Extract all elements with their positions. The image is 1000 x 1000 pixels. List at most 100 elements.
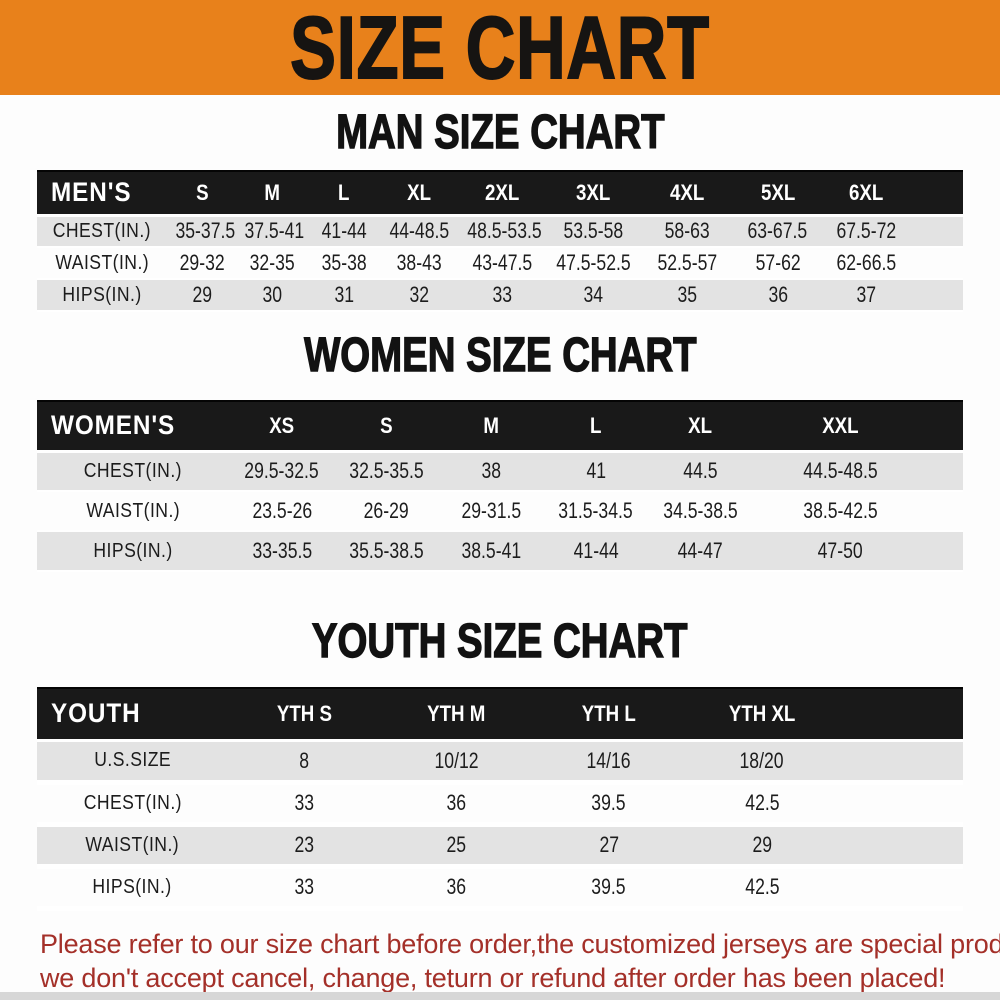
- measurement-value: 33-35.5: [252, 538, 312, 563]
- measurement-cell: 29.5-32.5: [229, 451, 335, 492]
- measurement-value: 38.5-42.5: [803, 498, 878, 523]
- measurement-cell: 18/20: [685, 740, 839, 785]
- row-label-text: WAIST(IN.): [86, 499, 181, 522]
- size-column-header-text: L: [590, 412, 602, 438]
- size-table-head: WOMEN'S XS S M L XL XXL: [37, 400, 963, 453]
- row-trailing-spacer: [838, 782, 963, 827]
- measurement-value: 32.5-35.5: [349, 458, 424, 484]
- measurement-cell: 38-43: [380, 247, 459, 280]
- table-corner-label: WOMEN'S: [37, 400, 230, 453]
- measurement-cell: 25: [380, 824, 533, 869]
- size-table: WOMEN'S XS S M L XL XXL CHEST(IN.) 29.5-32.5 32.5…: [37, 400, 963, 572]
- table-corner-label-text: WOMEN'S: [51, 410, 176, 441]
- measurement-cell: 37: [822, 279, 911, 312]
- size-table-head: MEN'S S M L XL 2XL 3XL 4XL 5XL 6XL: [37, 170, 963, 217]
- measurement-cell: 29-31.5: [438, 491, 544, 532]
- row-label: HIPS(IN.): [37, 531, 230, 572]
- measurement-cell: 30: [237, 279, 308, 312]
- measurement-cell: 29-32: [167, 247, 237, 280]
- row-trailing-spacer: [838, 824, 963, 869]
- footnote-line-2: we don't accept cancel, change, teturn o…: [40, 962, 946, 993]
- measurement-row: WAIST(IN.) 29-32 32-35 35-38 38-43 43-47.5 47.…: [37, 247, 963, 280]
- measurement-value: 34: [583, 282, 603, 307]
- measurement-value: 36: [767, 282, 788, 307]
- size-table-header-row: MEN'S S M L XL 2XL 3XL 4XL 5XL 6XL: [37, 170, 963, 217]
- measurement-value: 43-47.5: [471, 250, 532, 275]
- measurement-cell: 36: [733, 279, 823, 312]
- size-column-header-text: XS: [269, 412, 295, 438]
- measurement-cell: 36: [380, 866, 533, 911]
- size-chart-section-2: WOMEN SIZE CHART WOMEN'S XS S M L XL XXL CHEST(I…: [0, 331, 1000, 572]
- size-table-header-row: WOMEN'S XS S M L XL XXL: [37, 400, 963, 453]
- size-column-header-text: 2XL: [484, 179, 519, 205]
- size-column-header: XS: [229, 400, 335, 453]
- measurement-value: 34.5-38.5: [663, 498, 738, 523]
- row-trailing-spacer: [910, 279, 963, 312]
- measurement-cell: 35.5-38.5: [334, 531, 439, 572]
- measurement-value: 33: [294, 874, 314, 899]
- section-heading: MAN SIZE CHART: [0, 108, 1000, 157]
- measurement-value: 44.5: [683, 458, 718, 484]
- size-column-header: L: [307, 170, 381, 217]
- size-column-header-text: XL: [688, 412, 713, 438]
- measurement-cell: 47-50: [752, 531, 928, 572]
- size-chart-section-3: YOUTH SIZE CHART YOUTH YTH S YTH M YTH L YTH …: [0, 615, 1000, 911]
- measurement-cell: 52.5-57: [640, 247, 734, 280]
- table-corner-label: MEN'S: [37, 170, 168, 217]
- measurement-cell: 33-35.5: [229, 531, 335, 572]
- table-corner-label-text: YOUTH: [51, 698, 141, 729]
- section-heading: WOMEN SIZE CHART: [0, 331, 1000, 380]
- table-corner-label: YOUTH: [37, 687, 228, 742]
- measurement-cell: 57-62: [733, 247, 823, 280]
- size-column-header: M: [438, 400, 544, 453]
- row-trailing-spacer: [838, 866, 963, 911]
- measurement-value: 35: [677, 282, 697, 307]
- measurement-value: 38-43: [396, 250, 442, 275]
- measurement-value: 52.5-57: [657, 250, 717, 275]
- table-corner-label-text: MEN'S: [51, 177, 132, 208]
- size-column-header: XXL: [752, 400, 928, 453]
- row-trailing-spacer: [927, 531, 963, 572]
- measurement-value: 27: [598, 832, 619, 857]
- measurement-value: 47-50: [817, 538, 863, 563]
- row-label: CHEST(IN.): [37, 451, 230, 492]
- row-trailing-spacer: [927, 451, 963, 492]
- measurement-value: 58-63: [664, 218, 710, 244]
- measurement-value: 29-32: [179, 250, 225, 275]
- size-sections: MAN SIZE CHART MEN'S S M L XL 2XL 3XL 4XL 5XL 6XL C…: [0, 108, 1000, 911]
- measurement-cell: 33: [458, 279, 546, 312]
- measurement-cell: 42.5: [685, 782, 839, 827]
- measurement-cell: 14/16: [532, 740, 686, 785]
- size-column-header: 2XL: [458, 170, 546, 217]
- measurement-cell: 36: [380, 782, 533, 827]
- measurement-cell: 41-44: [543, 531, 649, 572]
- measurement-cell: 35-38: [307, 247, 381, 280]
- measurement-row: WAIST(IN.) 23 25 27 29: [37, 824, 963, 869]
- size-column-header-text: 5XL: [760, 179, 795, 205]
- measurement-cell: 34: [545, 279, 641, 312]
- footnote-line-1: Please refer to our size chart before or…: [40, 928, 1000, 959]
- size-column-header: 4XL: [640, 170, 734, 217]
- section-heading-text: YOUTH SIZE CHART: [312, 615, 689, 668]
- size-table-body: CHEST(IN.) 35-37.5 37.5-41 41-44 44-48.5 48.5…: [37, 215, 963, 312]
- measurement-cell: 33: [227, 866, 381, 911]
- row-label: HIPS(IN.): [37, 279, 168, 312]
- measurement-cell: 29: [685, 824, 839, 869]
- measurement-value: 18/20: [739, 747, 785, 773]
- measurement-value: 23.5-26: [252, 498, 312, 523]
- size-column-header-text: M: [264, 179, 280, 205]
- header-trailing-spacer: [927, 400, 963, 453]
- size-column-header-text: YTH L: [581, 700, 636, 726]
- measurement-value: 31: [334, 282, 354, 307]
- measurement-cell: 27: [532, 824, 686, 869]
- measurement-row: U.S.SIZE 8 10/12 14/16 18/20: [37, 740, 963, 785]
- row-label: WAIST(IN.): [37, 824, 228, 869]
- measurement-value: 44-48.5: [389, 218, 450, 244]
- measurement-cell: 35-37.5: [167, 215, 237, 248]
- size-column-header-text: XL: [407, 179, 432, 205]
- size-chart-section-1: MAN SIZE CHART MEN'S S M L XL 2XL 3XL 4XL 5XL 6XL C…: [0, 108, 1000, 312]
- row-label-text: CHEST(IN.): [83, 791, 182, 814]
- measurement-cell: 33: [227, 782, 381, 827]
- row-trailing-spacer: [910, 215, 963, 248]
- row-label: CHEST(IN.): [37, 782, 228, 827]
